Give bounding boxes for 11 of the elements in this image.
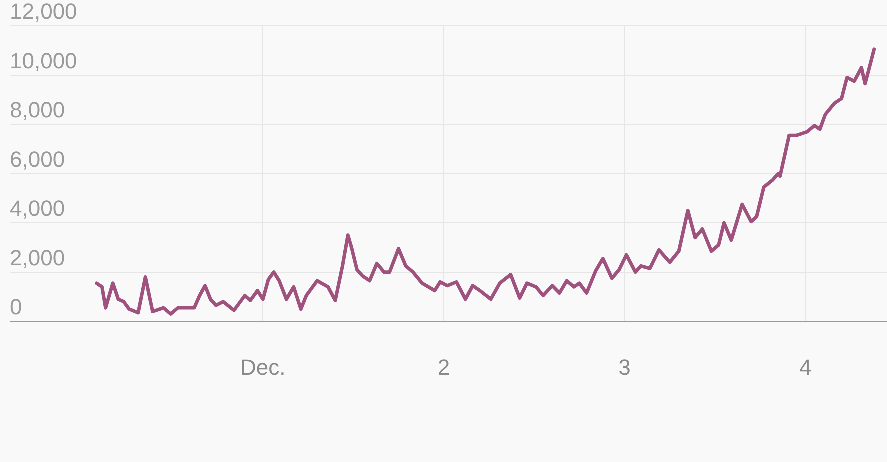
x-tick-label: 4 xyxy=(800,354,812,380)
y-tick-label: 10,000 xyxy=(10,48,78,74)
y-tick-label: 4,000 xyxy=(10,196,66,222)
y-tick-label: 2,000 xyxy=(10,245,66,270)
x-tick-label: 2 xyxy=(438,354,450,380)
y-tick-label: 8,000 xyxy=(10,98,66,123)
y-tick-label: 12,000 xyxy=(10,0,78,24)
y-tick-label: 0 xyxy=(10,294,22,320)
x-tick-label: 3 xyxy=(618,354,631,380)
x-tick-label: Dec. xyxy=(240,354,286,380)
y-tick-label: 6,000 xyxy=(10,146,66,172)
